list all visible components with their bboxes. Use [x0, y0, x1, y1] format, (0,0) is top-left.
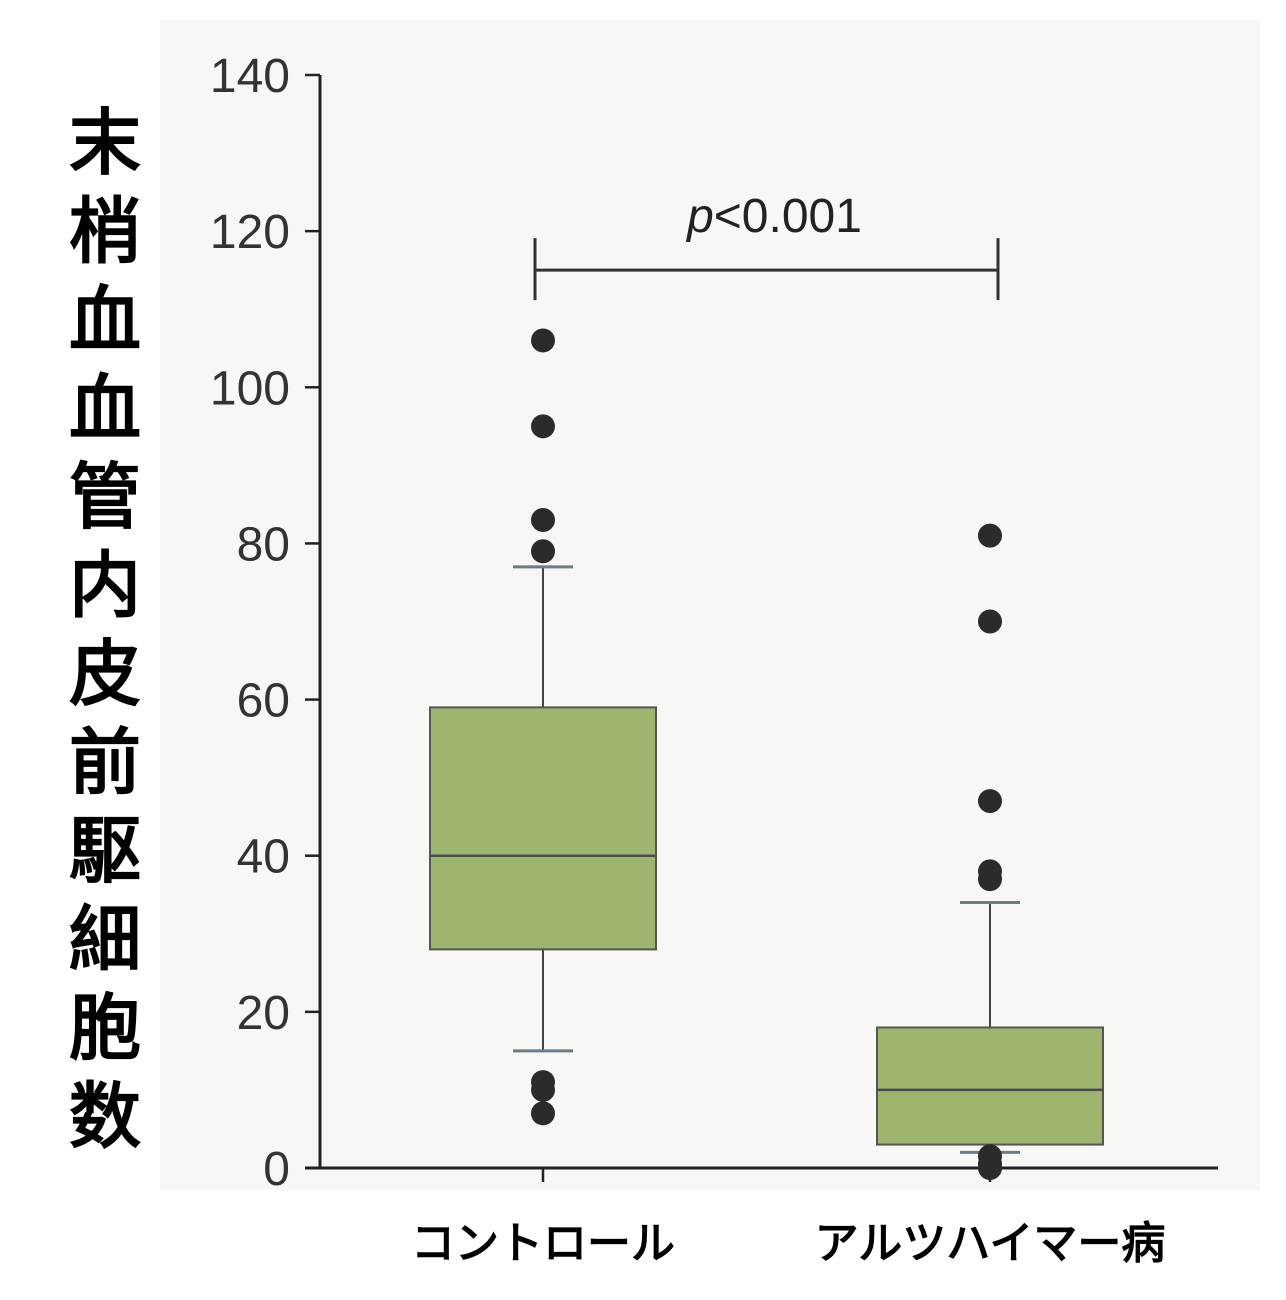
y-tick-label: 20 — [237, 987, 290, 1040]
y-tick-label: 60 — [237, 675, 290, 728]
y-axis-title-char: 管 — [69, 455, 141, 539]
outlier-point — [978, 609, 1002, 634]
y-axis-title-char: 末 — [69, 101, 141, 185]
x-category-label: アルツハイマー病 — [815, 1218, 1166, 1269]
iqr-box — [429, 706, 657, 951]
y-tick-label: 80 — [237, 518, 290, 571]
y-axis-title-char: 皮 — [69, 632, 141, 716]
y-axis-title-char: 駆 — [69, 809, 141, 893]
outlier-point — [978, 1156, 1002, 1180]
outlier-point — [531, 328, 555, 353]
outlier-point — [978, 789, 1002, 814]
y-axis-title-char: 数 — [69, 1075, 141, 1159]
outlier-point — [531, 508, 555, 533]
y-axis-title-char: 梢 — [69, 190, 141, 274]
y-axis-title-char: 血 — [69, 278, 141, 362]
plot-background — [160, 20, 1260, 1190]
y-tick-label: 140 — [210, 50, 290, 103]
significance-bracket: p<0.001 — [533, 190, 1000, 301]
x-category-label: コントロール — [411, 1218, 675, 1269]
outlier-point — [531, 414, 555, 439]
iqr-box — [876, 1026, 1104, 1146]
y-axis-title-char: 前 — [69, 721, 141, 805]
axes: 0 20 40 60 80 100 120 140 コントロール アルツハイマー病 — [210, 50, 1218, 1269]
significance-bracket-line — [533, 238, 1000, 301]
y-tick-label: 40 — [237, 831, 290, 884]
y-tick-label: 0 — [263, 1143, 290, 1196]
y-axis-title-char: 胞 — [69, 986, 141, 1070]
outlier-point — [531, 539, 555, 564]
p-symbol: p — [685, 190, 714, 243]
outlier-point — [531, 1077, 555, 1102]
box-series — [429, 328, 657, 1126]
significance-label: p<0.001 — [685, 190, 862, 243]
y-axis-title-char: 血 — [69, 367, 141, 451]
y-axis-title-char: 細 — [69, 898, 141, 982]
box-series — [876, 523, 1104, 1180]
y-axis-title-char: 内 — [69, 544, 141, 628]
outlier-point — [978, 867, 1002, 892]
outlier-point — [531, 1101, 555, 1126]
y-tick-label: 100 — [210, 362, 290, 415]
y-tick-label: 120 — [210, 206, 290, 259]
boxes — [429, 328, 1104, 1180]
outlier-point — [978, 523, 1002, 548]
p-value: <0.001 — [714, 190, 862, 243]
